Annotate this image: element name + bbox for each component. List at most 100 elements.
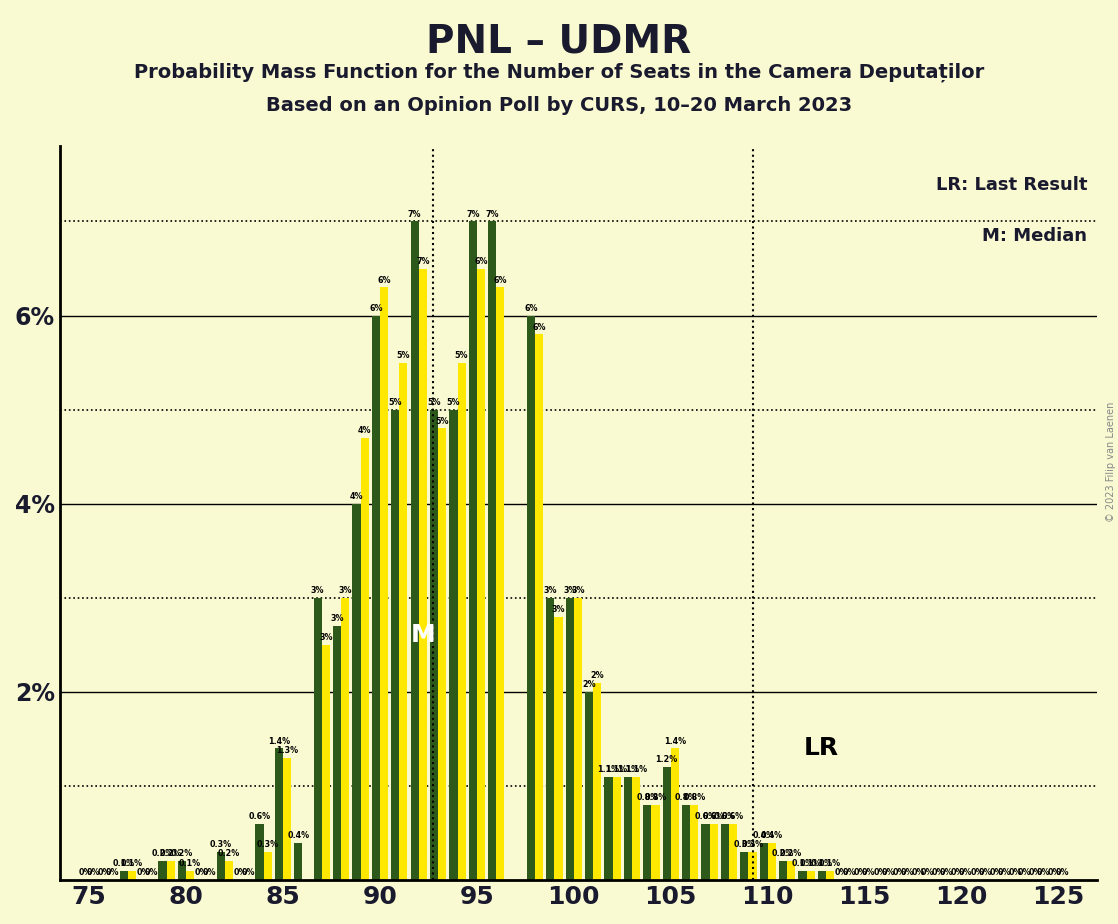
Text: 0%: 0% <box>202 869 216 877</box>
Text: 0%: 0% <box>1010 869 1023 877</box>
Bar <box>759 843 768 881</box>
Text: 0%: 0% <box>912 869 926 877</box>
Text: 1.1%: 1.1% <box>617 765 639 773</box>
Text: M: Median: M: Median <box>982 227 1087 245</box>
Bar <box>496 287 504 881</box>
Bar <box>798 870 806 881</box>
Bar <box>410 222 419 881</box>
Bar <box>489 222 496 881</box>
Text: 0.2%: 0.2% <box>171 849 193 858</box>
Text: 5%: 5% <box>435 417 449 426</box>
Text: 2%: 2% <box>582 680 596 689</box>
Bar <box>701 823 710 881</box>
Bar <box>419 269 427 881</box>
Bar <box>322 645 330 881</box>
Text: 6%: 6% <box>532 322 546 332</box>
Bar <box>380 287 388 881</box>
Text: 3%: 3% <box>311 586 324 595</box>
Text: 5%: 5% <box>427 398 440 407</box>
Text: 5%: 5% <box>455 351 468 359</box>
Text: 4%: 4% <box>358 426 371 435</box>
Text: 0%: 0% <box>1029 869 1042 877</box>
Bar <box>605 777 613 881</box>
Bar <box>671 748 679 881</box>
Text: 6%: 6% <box>474 257 487 266</box>
Bar <box>399 362 407 881</box>
Text: 6%: 6% <box>494 275 508 285</box>
Text: 0%: 0% <box>1036 869 1050 877</box>
Bar <box>294 843 302 881</box>
Text: 0.3%: 0.3% <box>741 840 764 849</box>
Text: 7%: 7% <box>408 210 421 219</box>
Text: 0.1%: 0.1% <box>121 859 143 868</box>
Bar <box>333 626 341 881</box>
Bar <box>275 748 283 881</box>
Bar <box>682 805 690 881</box>
Text: 3%: 3% <box>543 586 557 595</box>
Text: 0.4%: 0.4% <box>760 831 783 840</box>
Bar <box>255 823 264 881</box>
Text: 1.2%: 1.2% <box>655 756 678 764</box>
Text: 3%: 3% <box>563 586 577 595</box>
Text: 0%: 0% <box>892 869 907 877</box>
Text: 0.8%: 0.8% <box>683 793 705 802</box>
Bar <box>314 598 322 881</box>
Text: LR: Last Result: LR: Last Result <box>936 176 1087 193</box>
Text: 0%: 0% <box>834 869 849 877</box>
Bar <box>341 598 349 881</box>
Text: 0%: 0% <box>1055 869 1070 877</box>
Bar <box>527 316 536 881</box>
Text: 0.2%: 0.2% <box>151 849 173 858</box>
Text: 0.1%: 0.1% <box>792 859 814 868</box>
Text: 0.2%: 0.2% <box>160 849 182 858</box>
Bar <box>566 598 574 881</box>
Bar <box>787 861 795 881</box>
Text: 0%: 0% <box>234 869 247 877</box>
Bar <box>555 616 562 881</box>
Bar <box>574 598 582 881</box>
Text: 2%: 2% <box>590 671 604 680</box>
Bar <box>167 861 174 881</box>
Bar <box>652 805 660 881</box>
Bar <box>391 409 399 881</box>
Text: 0.6%: 0.6% <box>702 812 724 821</box>
Bar <box>613 777 620 881</box>
Text: 3%: 3% <box>339 586 352 595</box>
Bar <box>643 805 652 881</box>
Text: LR: LR <box>804 736 838 760</box>
Text: 0%: 0% <box>78 869 92 877</box>
Text: PNL – UDMR: PNL – UDMR <box>426 22 692 60</box>
Bar <box>729 823 737 881</box>
Text: 0.3%: 0.3% <box>210 840 231 849</box>
Text: 1.1%: 1.1% <box>597 765 619 773</box>
Text: 0.2%: 0.2% <box>771 849 794 858</box>
Text: 0.6%: 0.6% <box>694 812 717 821</box>
Text: 6%: 6% <box>369 304 382 312</box>
Text: 0.4%: 0.4% <box>287 831 310 840</box>
Bar <box>632 777 641 881</box>
Text: Based on an Opinion Poll by CURS, 10–20 March 2023: Based on an Opinion Poll by CURS, 10–20 … <box>266 96 852 116</box>
Bar <box>120 870 127 881</box>
Text: Probability Mass Function for the Number of Seats in the Camera Deputaților: Probability Mass Function for the Number… <box>134 63 984 82</box>
Text: 0.8%: 0.8% <box>636 793 659 802</box>
Bar <box>159 861 167 881</box>
Text: 0%: 0% <box>959 869 973 877</box>
Bar <box>457 362 466 881</box>
Text: 0%: 0% <box>86 869 100 877</box>
Text: 0.3%: 0.3% <box>257 840 278 849</box>
Text: 0.8%: 0.8% <box>675 793 698 802</box>
Bar <box>283 758 291 881</box>
Bar <box>594 683 601 881</box>
Bar <box>264 852 272 881</box>
Text: 0%: 0% <box>136 869 150 877</box>
Text: 0.1%: 0.1% <box>179 859 201 868</box>
Bar <box>624 777 632 881</box>
Bar <box>806 870 815 881</box>
Text: 0.4%: 0.4% <box>752 831 775 840</box>
Text: 0%: 0% <box>881 869 894 877</box>
Text: 0%: 0% <box>873 869 887 877</box>
Text: 3%: 3% <box>330 614 344 624</box>
Bar <box>748 852 757 881</box>
Text: 0.2%: 0.2% <box>780 849 803 858</box>
Text: 0%: 0% <box>1048 869 1061 877</box>
